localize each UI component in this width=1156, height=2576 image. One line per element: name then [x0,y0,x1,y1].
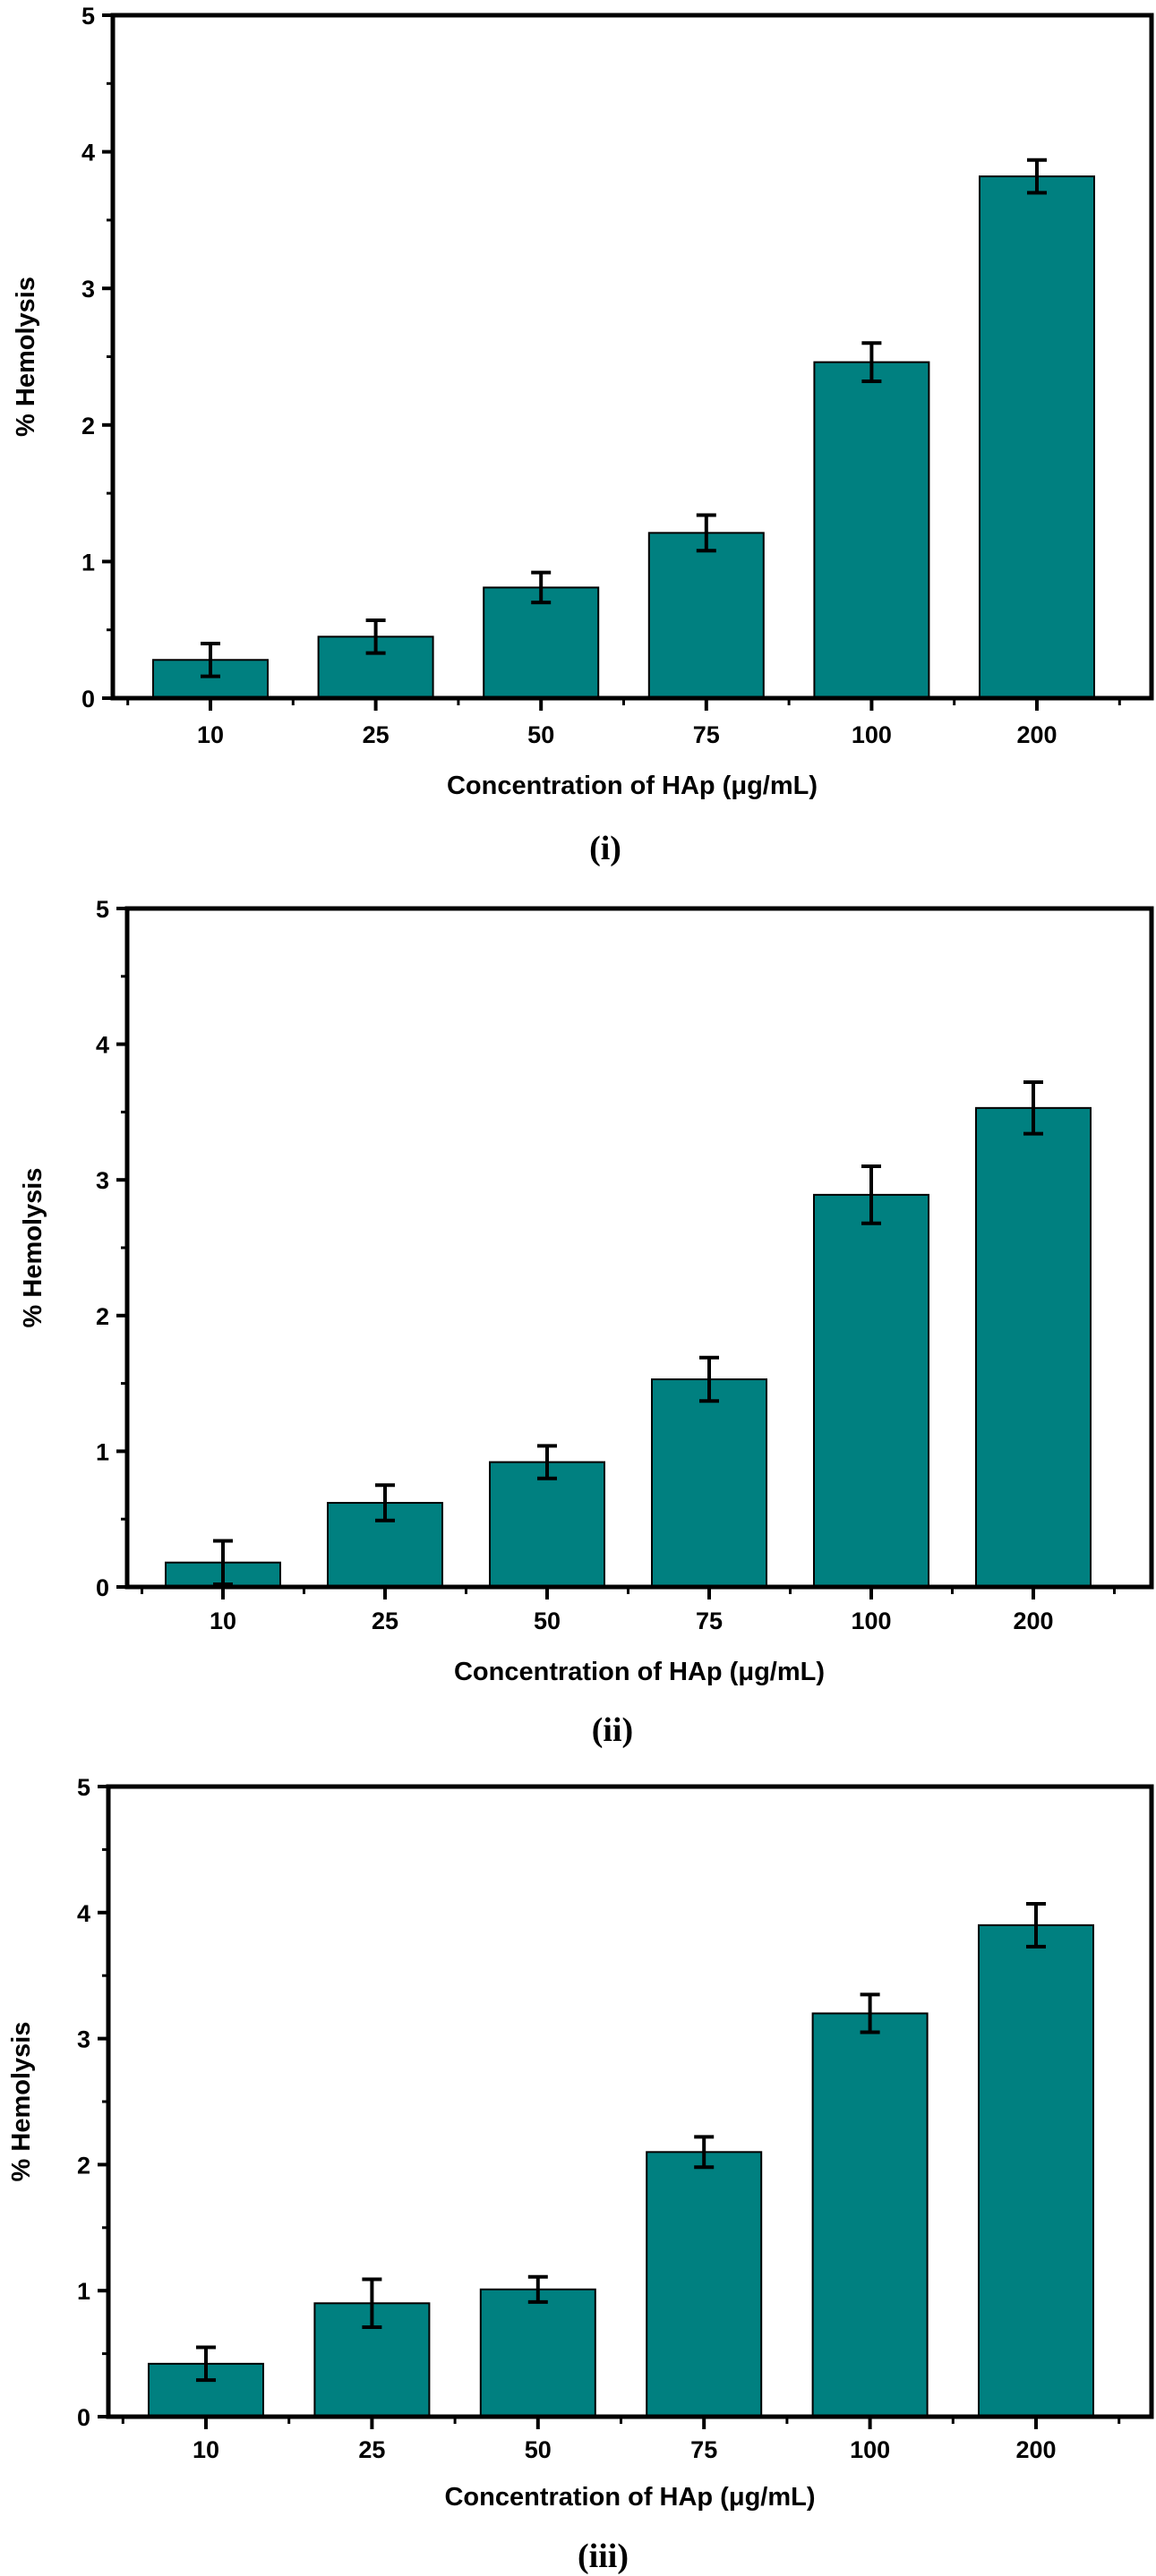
y-tick-label: 1 [81,549,95,576]
y-tick-label: 2 [77,2152,90,2179]
x-tick-label: 200 [1016,721,1057,748]
y-tick-label: 5 [77,1774,90,1801]
y-tick-label: 2 [96,1303,109,1330]
error-bar-50 [527,2274,548,2304]
chart-panel-1: 10 25 50 75 100 200 0 1 2 3 4 5 % Hemolysis Concentra… [12,3,1154,867]
error-bar-200 [1027,158,1047,195]
y-tick-label: 1 [77,2278,90,2305]
bar-100 [813,1193,929,1588]
x-tick-label: 75 [696,1608,723,1634]
bar-200 [978,1923,1094,2418]
x-axis-label: Concentration of HAp (μg/mL) [447,772,818,800]
x-tick-label: 25 [372,1608,398,1634]
y-tick-label: 3 [77,2026,90,2053]
y-tick-label: 5 [96,896,109,923]
y-tick-label: 2 [81,413,95,439]
x-axis-label: Concentration of HAp (μg/mL) [454,1658,825,1686]
x-tick-label: 75 [693,721,720,748]
error-bar-200 [1026,1901,1046,1949]
bar-75 [646,2151,763,2418]
x-tick-label: 100 [851,1608,891,1634]
chart-panel-3: 10 25 50 75 100 200 0 1 2 3 4 5 % Hemolysis Concentra… [7,1774,1154,2575]
x-tick-label: 10 [193,2436,219,2463]
x-tick-label: 25 [363,721,390,748]
panel-label: (iii) [578,2538,629,2575]
error-bar-10 [196,2345,216,2383]
y-tick-label: 3 [96,1167,109,1194]
x-axis-label: Concentration of HAp (μg/mL) [444,2483,815,2512]
error-bar-10 [201,641,220,678]
panel-label: (i) [589,830,621,867]
y-axis-label: % Hemolysis [12,277,40,437]
bar-75 [651,1378,767,1588]
bar-200 [975,1106,1092,1589]
error-bar-25 [375,1483,395,1523]
error-bar-50 [537,1444,557,1480]
chart-panel-2: 10 25 50 75 100 200 0 1 2 3 4 5 % Hemolysis Concentra… [19,896,1154,1749]
bar-50 [479,2288,596,2418]
error-bar-75 [696,513,716,553]
error-bar-25 [362,2277,382,2330]
plot-frame [124,906,1154,1590]
error-bar-100 [861,341,882,383]
x-tick-label: 50 [534,1608,561,1634]
error-bar-10 [213,1539,233,1586]
error-bar-200 [1023,1080,1043,1136]
bar-200 [979,175,1095,699]
y-tick-label: 0 [96,1574,109,1601]
error-bar-25 [365,618,386,655]
x-tick-label: 200 [1013,1608,1053,1634]
bar-75 [647,532,765,699]
plot-frame [110,13,1154,701]
x-tick-label: 50 [525,2436,552,2463]
bar-50 [489,1461,605,1588]
y-axis-label: % Hemolysis [19,1168,47,1328]
error-bar-50 [531,570,552,605]
x-tick-label: 10 [197,721,224,748]
y-tick-label: 5 [81,3,95,30]
panel-label: (ii) [592,1711,633,1749]
y-tick-label: 4 [96,1032,109,1059]
y-tick-label: 0 [81,686,95,712]
bar-100 [813,361,930,699]
bar-50 [483,586,600,699]
error-bar-100 [861,1164,881,1225]
error-bar-75 [699,1355,719,1403]
plot-frame [106,1784,1154,2419]
x-tick-label: 200 [1015,2436,1056,2463]
x-tick-label: 100 [852,721,892,748]
x-tick-label: 25 [358,2436,385,2463]
x-tick-label: 100 [850,2436,890,2463]
y-tick-label: 4 [77,1900,90,1927]
y-tick-label: 0 [77,2404,90,2431]
y-axis-label: % Hemolysis [7,2022,36,2182]
x-tick-label: 50 [527,721,554,748]
error-bar-75 [694,2135,715,2170]
y-tick-label: 3 [81,276,95,303]
y-tick-label: 4 [81,140,95,166]
bar-100 [811,2012,929,2418]
x-tick-label: 10 [210,1608,236,1634]
error-bar-100 [860,1992,880,2034]
y-tick-label: 1 [96,1438,109,1465]
x-tick-label: 75 [690,2436,717,2463]
